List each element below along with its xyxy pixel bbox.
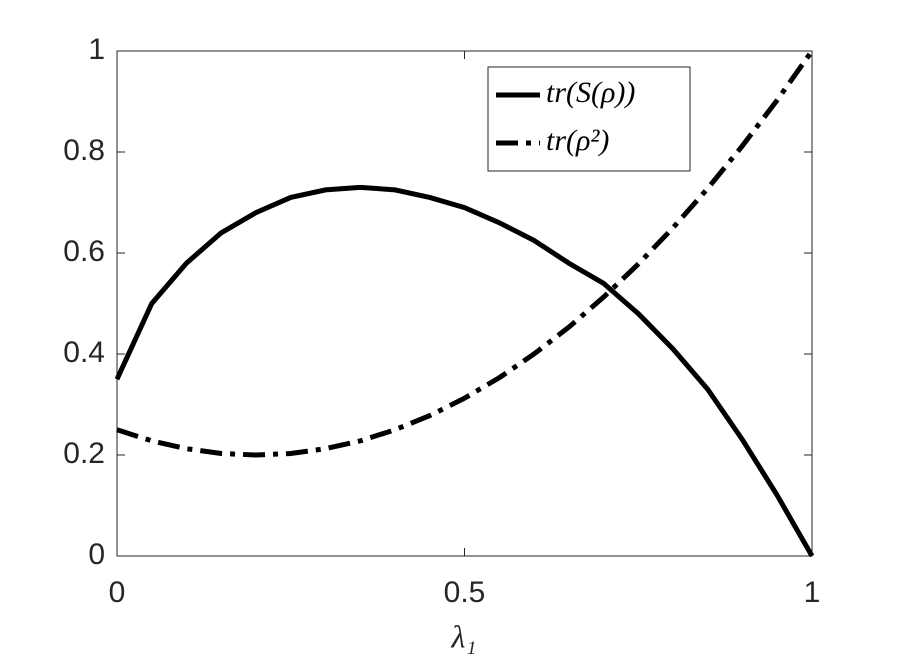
x-tick-label: 0.5 bbox=[444, 576, 486, 609]
y-tick-label: 1 bbox=[88, 33, 105, 66]
x-tick-label: 1 bbox=[804, 576, 821, 609]
series-line bbox=[116, 49, 815, 458]
x-axis-label: λ₁ bbox=[451, 618, 477, 654]
series-line bbox=[114, 184, 815, 558]
y-tick-label: 0.8 bbox=[63, 134, 105, 167]
legend-box bbox=[487, 66, 691, 172]
legend-label: tr(S(ρ)) bbox=[546, 76, 635, 109]
y-tick-label: 0.4 bbox=[63, 336, 105, 369]
plot-frame bbox=[116, 50, 813, 557]
legend-label: tr(ρ²) bbox=[546, 124, 609, 157]
y-tick-label: 0.2 bbox=[63, 437, 105, 470]
y-tick-label: 0.6 bbox=[63, 235, 105, 268]
x-tick-label: 0 bbox=[109, 576, 126, 609]
y-tick-label: 0 bbox=[88, 538, 105, 571]
